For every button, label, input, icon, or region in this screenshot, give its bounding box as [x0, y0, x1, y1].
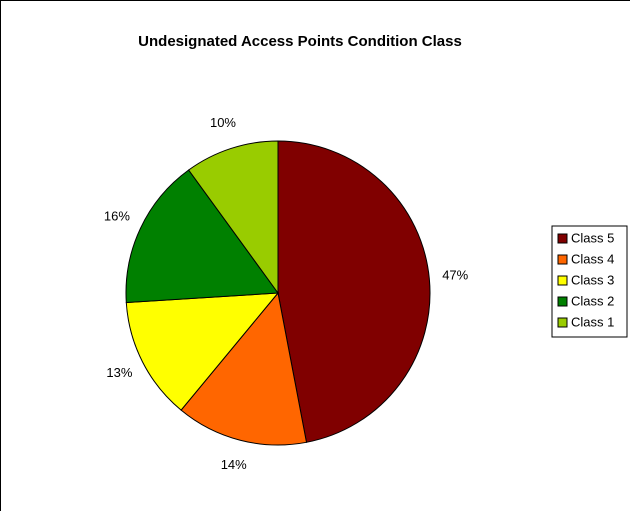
data-label: 10% — [210, 115, 236, 130]
legend-label: Class 3 — [571, 272, 614, 287]
data-label: 16% — [104, 209, 130, 224]
legend-label: Class 4 — [571, 251, 614, 266]
pie-slice — [125, 169, 279, 304]
legend-swatch — [557, 296, 568, 307]
pie-slice — [180, 291, 308, 446]
data-label: 47% — [442, 268, 468, 283]
legend-label: Class 5 — [571, 230, 614, 245]
pie-slice — [187, 140, 279, 295]
legend-swatch — [557, 317, 568, 328]
pie-slice — [277, 140, 431, 443]
legend-label: Class 1 — [571, 314, 614, 329]
legend-swatch — [557, 275, 568, 286]
chart-title: Undesignated Access Points Condition Cla… — [138, 33, 462, 50]
pie-slice — [125, 292, 280, 411]
legend-swatch — [557, 254, 568, 265]
data-label: 13% — [106, 365, 132, 380]
legend-swatch — [557, 233, 568, 244]
legend-label: Class 2 — [571, 293, 614, 308]
data-label: 14% — [221, 457, 247, 472]
